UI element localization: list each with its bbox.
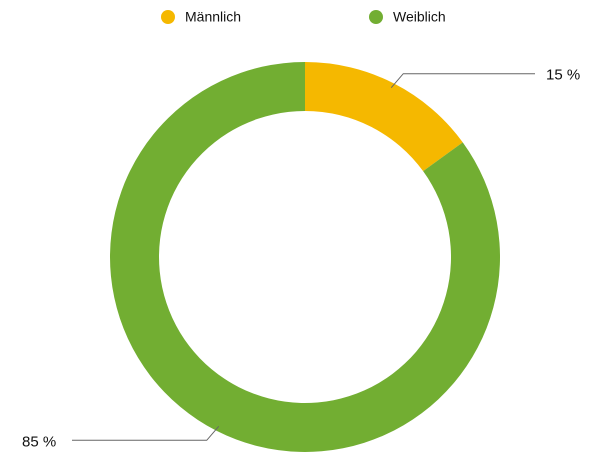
data-label: 85 %: [22, 433, 56, 450]
legend-label: Männlich: [185, 9, 241, 25]
data-label: 15 %: [546, 67, 580, 84]
legend-swatch: [161, 10, 175, 24]
leader-line: [390, 73, 535, 89]
legend-swatch: [369, 10, 383, 24]
donut-segment: [305, 62, 463, 172]
leader-line: [72, 425, 220, 441]
legend-label: Weiblich: [393, 9, 446, 25]
